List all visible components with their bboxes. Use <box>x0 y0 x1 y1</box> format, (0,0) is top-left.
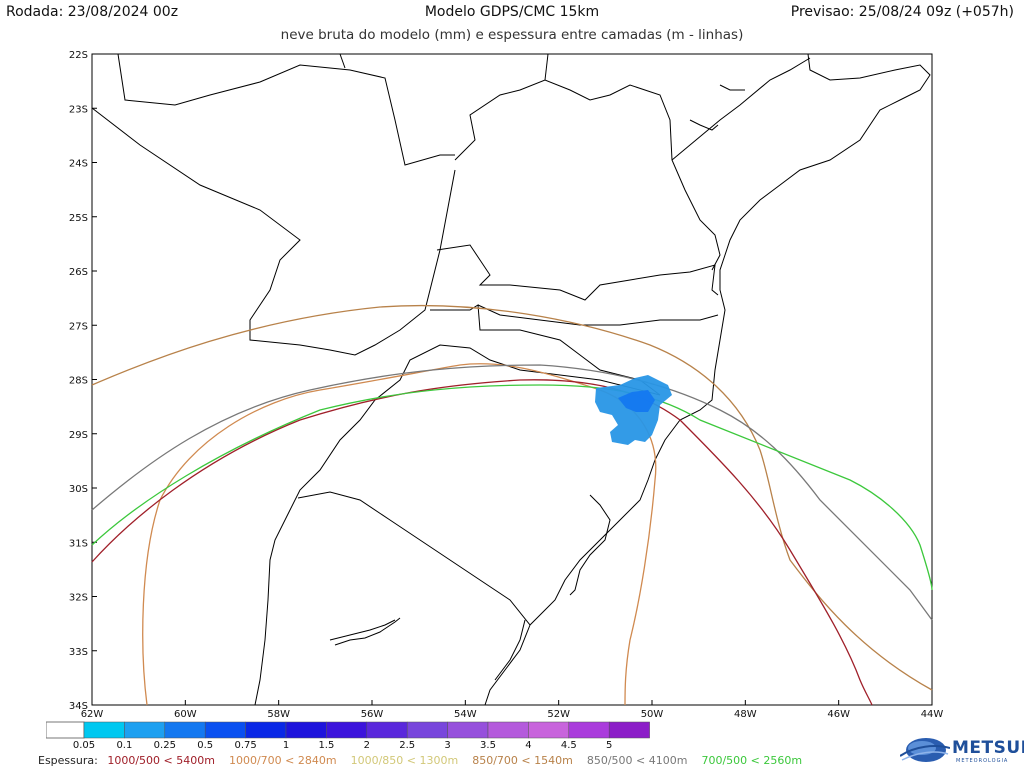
legend-item: 850/700 < 1540m <box>472 754 573 767</box>
colorbar-label: 0.5 <box>197 740 214 751</box>
globe-icon <box>899 738 951 762</box>
colorbar-segment <box>46 721 85 739</box>
lon-label: 46W <box>827 709 850 720</box>
border-bolivia <box>117 53 455 166</box>
colorbar-label: 4 <box>525 740 532 751</box>
colorbar-segment <box>366 721 408 739</box>
thickness-legend: Espessura: 1000/500 < 5400m 1000/700 < 28… <box>38 754 830 767</box>
contour-850-500-4100 <box>91 364 933 621</box>
colorbar-label: 3.5 <box>480 740 496 751</box>
political-borders <box>91 53 931 706</box>
lat-label: 31S <box>69 538 88 549</box>
river-plate-inlet <box>334 617 401 646</box>
border-parana-north <box>436 244 719 301</box>
lat-label: 22S <box>69 50 88 61</box>
colorbar-segment <box>406 721 448 739</box>
colorbar-segment <box>204 721 246 739</box>
colorbar-label: 0.05 <box>72 740 96 751</box>
legend-item: 1000/850 < 1300m <box>350 754 459 767</box>
colorbar-label: 0.25 <box>153 740 176 751</box>
lagoa-mirim <box>494 619 526 681</box>
border-sp-minas <box>671 57 811 161</box>
legend-item: 1000/500 < 5400m <box>107 754 215 767</box>
lon-label: 54W <box>454 709 477 720</box>
colorbar-segment <box>487 721 529 739</box>
lon-label: 56W <box>361 709 384 720</box>
lat-label: 27S <box>69 321 88 332</box>
colorbar-segment <box>245 721 287 739</box>
lat-label: 29S <box>69 430 88 441</box>
lon-label: 48W <box>734 709 757 720</box>
legend-items: 1000/500 < 5400m 1000/700 < 2840m 1000/850… <box>107 754 816 767</box>
colorbar-label: 1.5 <box>318 740 335 751</box>
lat-label: 28S <box>69 376 88 387</box>
metsul-logo: METSUL METEOROLOGIA <box>899 736 1024 766</box>
lat-label: 23S <box>69 104 88 115</box>
colorbar-segment <box>164 721 206 739</box>
colorbar-segment <box>528 721 570 739</box>
border-ms-goias <box>454 79 721 271</box>
weather-map: 22S23S24S25S26S27S28S29S30S31S32S33S34S … <box>69 50 944 720</box>
border-parana-sc <box>477 304 719 326</box>
lat-label: 34S <box>69 701 88 712</box>
colorbar-segment <box>326 721 368 739</box>
colorbar-label: 2.5 <box>399 740 416 751</box>
lon-label: 50W <box>641 709 664 720</box>
colorbar-segment <box>83 721 125 739</box>
longitude-labels: 62W 60W 58W 56W 54W 52W 50W 48W 46W 44W <box>81 700 944 720</box>
contour-850-700-1540 <box>91 304 933 691</box>
model-title: Modelo GDPS/CMC 15km <box>424 4 600 20</box>
lon-label: 52W <box>547 709 570 720</box>
colorbar-segment <box>608 721 650 739</box>
latitude-labels: 22S 23S 24S 25S 26S 27S 28S 29S 30S 31S 32S 33S 34S <box>69 50 97 712</box>
map-subtitle: neve bruta do modelo (mm) e espessura en… <box>280 27 744 43</box>
colorbar-segment <box>124 721 166 739</box>
lat-label: 33S <box>69 647 88 658</box>
coast-islands <box>689 119 719 131</box>
map-frame <box>91 53 933 706</box>
snow-core <box>618 390 655 412</box>
run-time-label: Rodada: 23/08/2024 00z <box>6 4 179 20</box>
logo-subtext: METEOROLOGIA <box>956 758 1009 764</box>
lat-label: 24S <box>69 159 88 170</box>
colorbar <box>46 721 650 739</box>
border-mg-north <box>544 53 549 81</box>
colorbar-label: 1 <box>282 740 290 751</box>
legend-item: 700/500 < 2560m <box>701 754 803 767</box>
lon-label: 62W <box>81 709 104 720</box>
lon-label: 60W <box>174 709 197 720</box>
colorbar-segment <box>568 721 610 739</box>
legend-title: Espessura: <box>38 754 98 767</box>
border-argentina-rs <box>254 344 661 706</box>
snow-area <box>595 375 672 445</box>
border-ms-mt <box>339 53 346 69</box>
colorbar-label: 0.1 <box>116 740 133 751</box>
lat-label: 25S <box>69 213 88 224</box>
lagoa-dos-patos <box>569 494 611 596</box>
colorbar-label: 2 <box>363 740 370 751</box>
colorbar-segment <box>285 721 327 739</box>
forecast-time-label: Previsao: 25/08/24 09z (+057h) <box>790 4 1014 20</box>
colorbar-label: 3 <box>444 740 451 751</box>
colorbar-segment <box>447 721 489 739</box>
coast-sp-bay <box>719 84 745 91</box>
colorbar-label: 4.5 <box>560 740 577 751</box>
logo-text: METSUL <box>952 738 1024 758</box>
legend-item: 850/500 < 4100m <box>586 754 688 767</box>
lat-label: 32S <box>69 593 88 604</box>
lon-label: 44W <box>921 709 944 720</box>
legend-item: 1000/700 < 2840m <box>228 754 337 767</box>
lat-label: 30S <box>69 484 88 495</box>
colorbar-label: 5 <box>606 740 613 751</box>
lon-label: 58W <box>267 709 290 720</box>
colorbar-label: 0.75 <box>234 740 257 751</box>
border-uruguay <box>297 491 531 706</box>
lat-label: 26S <box>69 267 88 278</box>
border-paraguay-north <box>91 107 456 356</box>
coast-brazil-south <box>529 53 931 626</box>
coast-uruguay <box>329 619 396 641</box>
